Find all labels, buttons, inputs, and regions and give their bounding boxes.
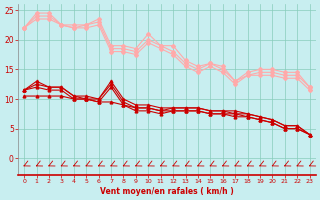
X-axis label: Vent moyen/en rafales ( km/h ): Vent moyen/en rafales ( km/h ): [100, 187, 234, 196]
